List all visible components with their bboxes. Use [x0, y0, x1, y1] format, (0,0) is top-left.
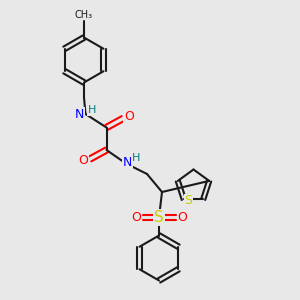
- Text: CH₃: CH₃: [75, 10, 93, 20]
- Text: O: O: [131, 211, 141, 224]
- Text: S: S: [154, 210, 164, 225]
- Text: O: O: [124, 110, 134, 124]
- Text: N: N: [123, 155, 132, 169]
- Text: H: H: [88, 105, 96, 116]
- Text: H: H: [131, 153, 140, 163]
- Text: S: S: [184, 194, 192, 207]
- Text: O: O: [79, 154, 88, 167]
- Text: N: N: [75, 108, 84, 121]
- Text: O: O: [177, 211, 187, 224]
